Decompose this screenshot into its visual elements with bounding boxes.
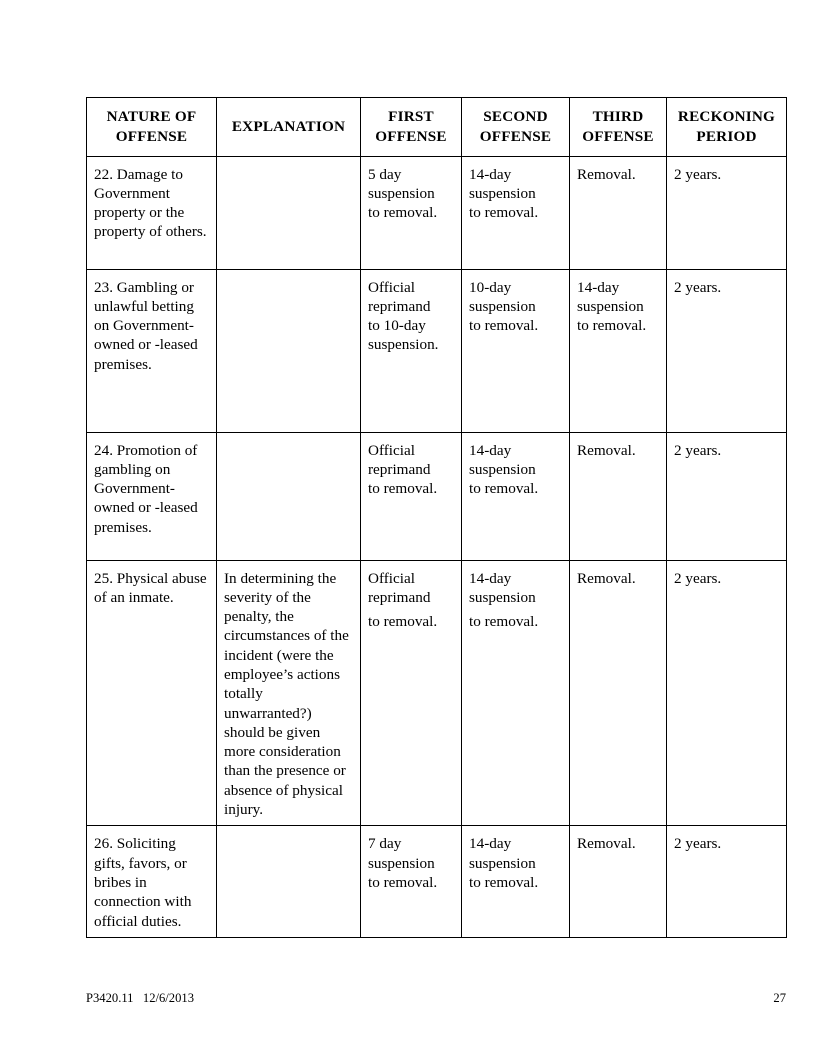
cell-line: 14-day suspension (469, 835, 536, 872)
footer-page-number: 27 (773, 991, 786, 1005)
cell-second-offense: 14-day suspension to removal. (461, 155, 570, 270)
page-footer: P3420.11 12/6/2013 27 (86, 992, 786, 1005)
table-header: NATURE OF OFFENSE EXPLANATION FIRST OFFE… (86, 97, 787, 157)
table-header-row: NATURE OF OFFENSE EXPLANATION FIRST OFFE… (86, 97, 787, 157)
cell-line: to removal. (469, 613, 539, 631)
cell-third-offense: Removal. (569, 825, 667, 938)
cell-explanation (216, 825, 361, 938)
column-header-first-offense: FIRST OFFENSE (360, 97, 462, 157)
cell-nature-of-offense: 25. Physical abuse of an inmate. (86, 559, 217, 827)
footer-document-id: P3420.11 12/6/2013 (86, 991, 194, 1005)
cell-third-offense: 14-day suspension to removal. (569, 268, 667, 433)
cell-nature-of-offense: 26. Soliciting gifts, favors, or bribes … (86, 825, 217, 938)
cell-reckoning-period: 2 years. (666, 268, 787, 433)
cell-second-offense: 10-day suspension to removal. (461, 268, 570, 433)
cell-reckoning-period: 2 years. (666, 559, 787, 827)
cell-reckoning-period: 2 years. (666, 825, 787, 938)
cell-explanation (216, 431, 361, 561)
cell-reckoning-period: 2 years. (666, 431, 787, 561)
cell-line: Official reprimand (368, 441, 431, 478)
cell-line: to removal. (469, 317, 539, 335)
cell-line: Official reprimand (368, 569, 431, 606)
penalty-schedule-table: NATURE OF OFFENSE EXPLANATION FIRST OFFE… (86, 97, 787, 938)
cell-first-offense: Official reprimand to 10-day suspension. (360, 268, 462, 433)
cell-nature-of-offense: 23. Gambling or unlawful betting on Gove… (86, 268, 217, 433)
table-row: 23. Gambling or unlawful betting on Gove… (86, 268, 787, 433)
cell-second-offense: 14-day suspension to removal. (461, 559, 570, 827)
cell-line: 14-day suspension (469, 569, 536, 606)
cell-line: to removal. (368, 480, 438, 498)
cell-nature-of-offense: 22. Damage to Government property or the… (86, 155, 217, 270)
cell-line: to removal. (469, 480, 539, 498)
cell-line: 10-day suspension (469, 278, 536, 315)
cell-line: to removal. (577, 317, 647, 335)
cell-line: to removal. (368, 613, 438, 631)
cell-third-offense: Removal. (569, 431, 667, 561)
cell-first-offense: Official reprimand to removal. (360, 559, 462, 827)
cell-line: to removal. (368, 873, 438, 891)
table-row: 26. Soliciting gifts, favors, or bribes … (86, 825, 787, 938)
cell-line: to 10-day suspension. (368, 317, 439, 354)
cell-line: to removal. (368, 204, 438, 222)
cell-line: 14-day suspension (469, 441, 536, 478)
cell-line: 7 day suspension (368, 835, 435, 872)
cell-line: to removal. (469, 873, 539, 891)
column-header-explanation: EXPLANATION (216, 97, 361, 157)
cell-nature-of-offense: 24. Promotion of gambling on Government-… (86, 431, 217, 561)
column-header-second-offense: SECOND OFFENSE (461, 97, 570, 157)
table-row: 25. Physical abuse of an inmate. In dete… (86, 559, 787, 827)
cell-line: 5 day suspension (368, 165, 435, 202)
cell-explanation (216, 155, 361, 270)
cell-line: 14-day suspension (577, 278, 644, 315)
cell-explanation (216, 268, 361, 433)
cell-first-offense: 5 day suspension to removal. (360, 155, 462, 270)
cell-line: Official reprimand (368, 278, 431, 315)
column-header-reckoning-period: RECKONING PERIOD (666, 97, 787, 157)
cell-second-offense: 14-day suspension to removal. (461, 431, 570, 561)
column-header-third-offense: THIRD OFFENSE (569, 97, 667, 157)
cell-first-offense: 7 day suspension to removal. (360, 825, 462, 938)
cell-third-offense: Removal. (569, 155, 667, 270)
cell-explanation: In determining the severity of the penal… (216, 559, 361, 827)
table-row: 22. Damage to Government property or the… (86, 155, 787, 270)
cell-line: 14-day suspension (469, 165, 536, 202)
table-body: 22. Damage to Government property or the… (86, 155, 787, 938)
cell-line: to removal. (469, 204, 539, 222)
cell-third-offense: Removal. (569, 559, 667, 827)
column-header-nature-of-offense: NATURE OF OFFENSE (86, 97, 217, 157)
cell-first-offense: Official reprimand to removal. (360, 431, 462, 561)
cell-second-offense: 14-day suspension to removal. (461, 825, 570, 938)
table-row: 24. Promotion of gambling on Government-… (86, 431, 787, 561)
cell-reckoning-period: 2 years. (666, 155, 787, 270)
